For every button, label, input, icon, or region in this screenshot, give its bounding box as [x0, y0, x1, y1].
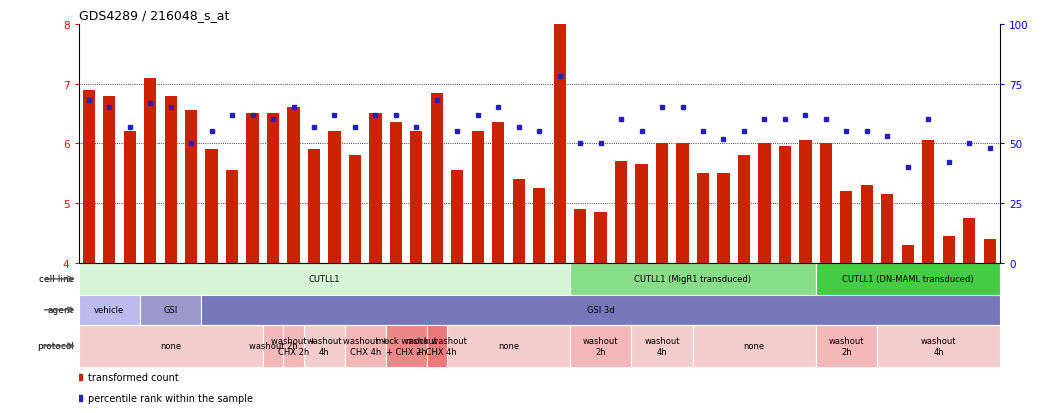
Bar: [349, 156, 361, 263]
Bar: [201, 295, 1000, 325]
Bar: [595, 213, 607, 263]
Bar: [554, 25, 565, 263]
Bar: [304, 325, 344, 367]
Bar: [697, 174, 709, 263]
Bar: [963, 218, 976, 263]
Bar: [370, 114, 381, 263]
Bar: [430, 93, 443, 263]
Bar: [83, 90, 95, 263]
Text: GDS4289 / 216048_s_at: GDS4289 / 216048_s_at: [79, 9, 229, 22]
Bar: [308, 150, 320, 263]
Text: agent: agent: [48, 306, 74, 315]
Bar: [267, 114, 280, 263]
Bar: [79, 325, 263, 367]
Bar: [820, 144, 832, 263]
Bar: [329, 132, 340, 263]
Bar: [983, 240, 996, 263]
Bar: [246, 114, 259, 263]
Bar: [615, 162, 627, 263]
Bar: [284, 325, 304, 367]
Bar: [799, 141, 811, 263]
Text: CUTLL1: CUTLL1: [309, 275, 340, 284]
Bar: [717, 174, 730, 263]
Text: washout
2h: washout 2h: [583, 336, 619, 356]
Text: transformed count: transformed count: [88, 373, 178, 382]
Bar: [451, 171, 464, 263]
Text: none: none: [498, 342, 519, 351]
Text: protocol: protocol: [37, 342, 74, 351]
Text: none: none: [743, 342, 764, 351]
Bar: [492, 123, 505, 263]
Bar: [942, 236, 955, 263]
Bar: [471, 132, 484, 263]
Text: washout
2h: washout 2h: [828, 336, 864, 356]
Bar: [79, 263, 570, 295]
Bar: [205, 150, 218, 263]
Text: GSI 3d: GSI 3d: [586, 306, 615, 315]
Bar: [389, 123, 402, 263]
Bar: [816, 325, 877, 367]
Text: vehicle: vehicle: [94, 306, 125, 315]
Bar: [263, 325, 284, 367]
Bar: [877, 325, 1000, 367]
Bar: [226, 171, 239, 263]
Bar: [779, 147, 792, 263]
Bar: [922, 141, 934, 263]
Bar: [79, 295, 140, 325]
Bar: [636, 165, 648, 263]
Bar: [140, 295, 201, 325]
Text: washout +
CHX 4h: washout + CHX 4h: [342, 336, 387, 356]
Text: CUTLL1 (DN-MAML transduced): CUTLL1 (DN-MAML transduced): [842, 275, 974, 284]
Bar: [693, 325, 816, 367]
Bar: [185, 111, 197, 263]
Text: GSI: GSI: [163, 306, 178, 315]
Bar: [816, 263, 1000, 295]
Bar: [124, 132, 136, 263]
Text: washout +
CHX 2h: washout + CHX 2h: [271, 336, 316, 356]
Bar: [574, 209, 586, 263]
Bar: [344, 325, 385, 367]
Text: washout
4h: washout 4h: [307, 336, 342, 356]
Bar: [676, 144, 689, 263]
Bar: [287, 108, 299, 263]
Bar: [840, 192, 852, 263]
Text: mock washout
+ CHX 4h: mock washout + CHX 4h: [406, 336, 467, 356]
Text: cell line: cell line: [39, 275, 74, 284]
Bar: [655, 144, 668, 263]
Bar: [513, 180, 525, 263]
Text: none: none: [160, 342, 181, 351]
Bar: [882, 195, 893, 263]
Bar: [385, 325, 426, 367]
Text: washout 2h: washout 2h: [248, 342, 297, 351]
Bar: [570, 325, 631, 367]
Bar: [901, 245, 914, 263]
Bar: [758, 144, 771, 263]
Text: washout
4h: washout 4h: [920, 336, 956, 356]
Bar: [738, 156, 750, 263]
Bar: [103, 96, 115, 263]
Bar: [426, 325, 447, 367]
Text: washout
4h: washout 4h: [644, 336, 680, 356]
Bar: [570, 263, 816, 295]
Bar: [861, 186, 873, 263]
Bar: [144, 78, 156, 263]
Bar: [164, 96, 177, 263]
Bar: [410, 132, 423, 263]
Bar: [631, 325, 693, 367]
Bar: [447, 325, 570, 367]
Text: mock washout
+ CHX 2h: mock washout + CHX 2h: [376, 336, 437, 356]
Bar: [533, 189, 545, 263]
Text: percentile rank within the sample: percentile rank within the sample: [88, 394, 252, 404]
Text: CUTLL1 (MigR1 transduced): CUTLL1 (MigR1 transduced): [634, 275, 752, 284]
